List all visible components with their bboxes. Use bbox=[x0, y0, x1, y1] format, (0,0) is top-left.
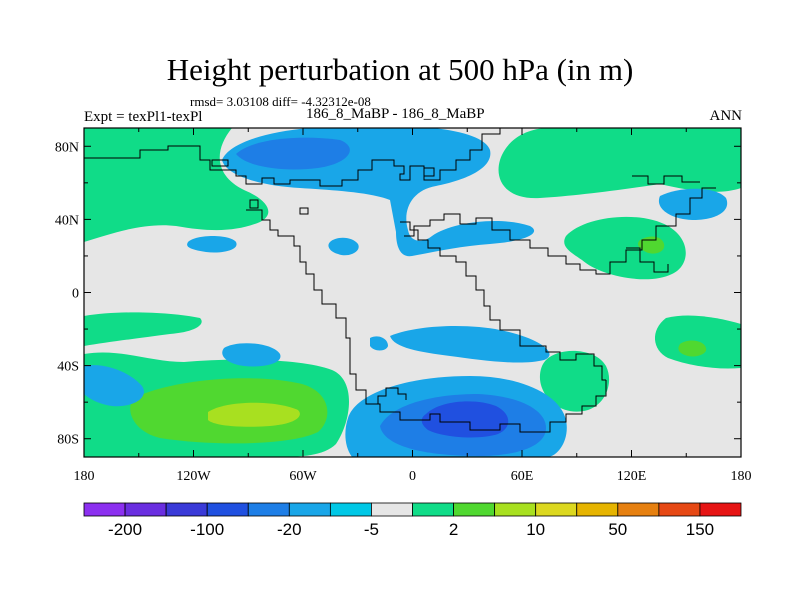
colorbar-box bbox=[165, 502, 208, 517]
contour-fill-positive-ne bbox=[498, 128, 741, 199]
y-tick-label: 80N bbox=[55, 140, 79, 155]
colorbar-label: 10 bbox=[526, 520, 545, 539]
colorbar-label: -100 bbox=[190, 520, 224, 539]
x-tick-label: 60W bbox=[289, 469, 317, 484]
colorbar-label: -200 bbox=[108, 520, 142, 539]
colorbar-box bbox=[699, 502, 742, 517]
stats-label: rmsd= 3.03108 diff= -4.32312e-08 bbox=[190, 94, 371, 109]
colorbar-box bbox=[658, 502, 701, 517]
colorbar-box bbox=[412, 502, 454, 517]
y-tick-label: 0 bbox=[72, 287, 79, 302]
experiment-label: Expt = texPl1-texPl bbox=[84, 109, 203, 125]
contour-fill-negative-arctic-core bbox=[236, 137, 350, 170]
y-tick-label: 40N bbox=[55, 213, 79, 228]
contour-fill-positive-southeast-core bbox=[678, 340, 707, 357]
contour-fill-negative-sw bbox=[84, 365, 144, 407]
colorbar-label: 150 bbox=[686, 520, 714, 539]
colorbar-box bbox=[329, 502, 372, 517]
x-tick-label: 180 bbox=[731, 469, 752, 484]
x-tick-label: 120E bbox=[617, 469, 647, 484]
colorbar-box bbox=[453, 502, 496, 517]
x-tick-label: 120W bbox=[176, 469, 211, 484]
x-tick-label: 60E bbox=[511, 469, 534, 484]
colorbar-box bbox=[247, 502, 290, 517]
colorbar-box bbox=[83, 502, 126, 517]
contour-fill-negative-atlantic bbox=[390, 326, 550, 363]
contour-fill-negative-sa-inner bbox=[421, 401, 509, 438]
case-label: 186_8_MaBP - 186_8_MaBP bbox=[306, 106, 485, 122]
contour-fill-negative-small-2 bbox=[328, 237, 359, 256]
colorbar-box bbox=[206, 502, 249, 517]
contour-fill-negative-small-1 bbox=[187, 236, 237, 253]
contour-fill-positive-asia-core bbox=[638, 236, 665, 254]
contour-fill-positive-tropics-w bbox=[84, 312, 202, 346]
contour-fill-positive-asia bbox=[564, 216, 686, 280]
contour-fill-negative-small-3 bbox=[370, 336, 388, 351]
colorbar-box bbox=[288, 502, 331, 517]
contour-fill-positive-indian bbox=[539, 350, 610, 412]
contour-fill-positive-sp-inner bbox=[208, 402, 300, 427]
colorbar-box bbox=[617, 502, 660, 517]
colorbar-box bbox=[535, 502, 578, 517]
colorbar-box bbox=[124, 502, 167, 517]
x-tick-label: 0 bbox=[409, 469, 416, 484]
plot-title: Height perturbation at 500 hPa (in m) bbox=[166, 52, 634, 87]
contour-fill-negative-small-4 bbox=[222, 343, 281, 367]
contour-fill-negative-ne-asia bbox=[658, 188, 728, 220]
y-tick-label: 40S bbox=[57, 360, 79, 375]
colorbar-label: 50 bbox=[608, 520, 627, 539]
colorbar-box bbox=[371, 502, 413, 517]
colorbar-label: 2 bbox=[449, 520, 458, 539]
season-label: ANN bbox=[709, 108, 743, 124]
coastline bbox=[84, 128, 716, 433]
colorbar-box bbox=[494, 502, 537, 517]
contour-fill-positive-nw bbox=[84, 128, 269, 242]
y-tick-label: 80S bbox=[57, 433, 79, 448]
colorbar-label: -20 bbox=[277, 520, 302, 539]
colorbar-label: -5 bbox=[364, 520, 379, 539]
colorbar-box bbox=[576, 502, 619, 517]
x-tick-label: 180 bbox=[74, 469, 95, 484]
